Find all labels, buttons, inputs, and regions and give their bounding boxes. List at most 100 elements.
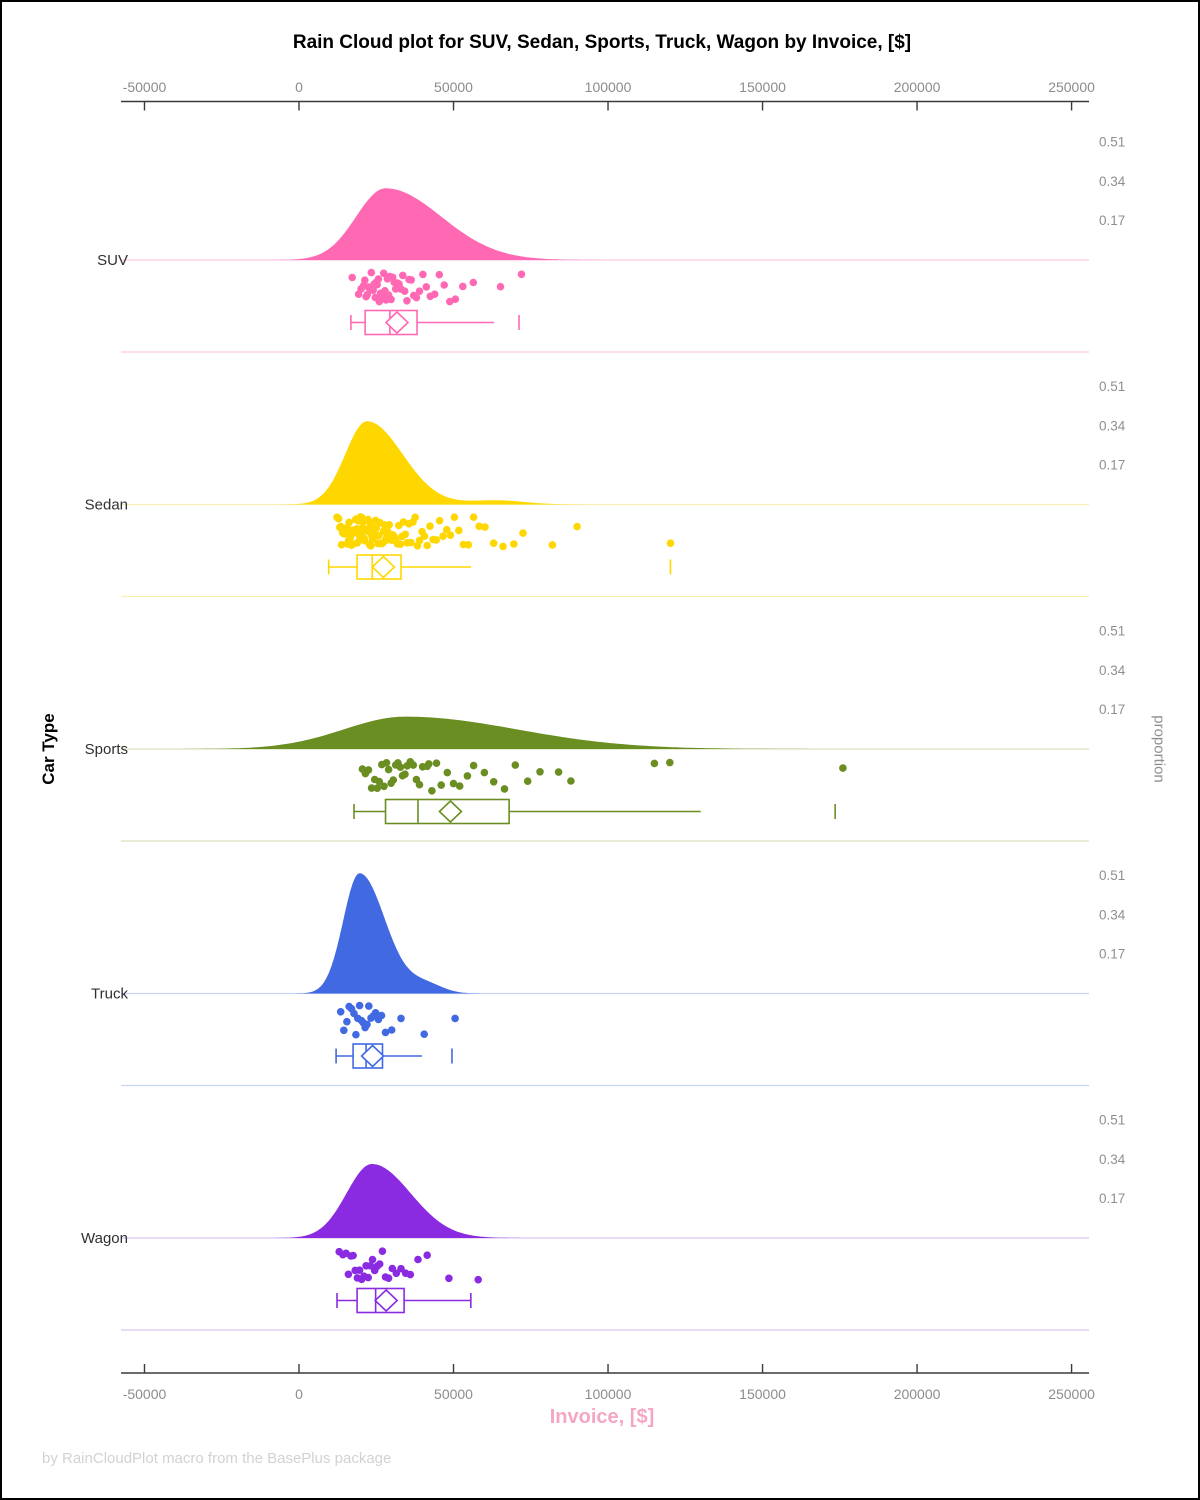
rain-point — [407, 276, 416, 284]
proportion-label-truck: 0.34 — [1099, 907, 1126, 922]
rain-point — [475, 522, 484, 531]
rain-point — [430, 290, 439, 299]
rain-point — [426, 522, 434, 530]
category-label-suv: SUV — [97, 252, 128, 269]
rain-point — [409, 761, 418, 769]
proportion-label-wagon: 0.17 — [1099, 1191, 1125, 1206]
rain-point — [439, 532, 447, 540]
rain-point — [407, 538, 415, 547]
rain-point — [419, 270, 427, 279]
rain-point — [459, 282, 467, 291]
rain-point — [378, 1247, 387, 1255]
rain-point — [361, 537, 369, 545]
rain-point — [400, 287, 409, 296]
rain-point — [367, 268, 376, 277]
y-axis-title-car-type: Car Type — [39, 713, 58, 785]
rain-point — [367, 784, 376, 792]
rain-point — [399, 271, 407, 280]
rain-point — [440, 281, 449, 289]
proportion-label-sedan: 0.17 — [1099, 458, 1125, 473]
rain-point — [573, 522, 581, 531]
box-sedan — [327, 554, 672, 580]
proportion-label-suv: 0.34 — [1099, 174, 1126, 189]
rain-point — [374, 275, 383, 283]
rain-point — [435, 270, 444, 279]
rain-point — [334, 514, 343, 523]
top-axis-tick-label: 150000 — [739, 79, 786, 95]
y-axis-title-proportion: proportion — [1150, 715, 1168, 783]
rain-point — [415, 287, 424, 296]
rain-point — [343, 1017, 351, 1026]
rain-point — [373, 784, 382, 792]
rain-point — [432, 536, 441, 544]
rain-point — [355, 1266, 364, 1274]
rain-point — [425, 760, 433, 768]
mean-diamond — [438, 799, 463, 824]
rain-sports — [358, 758, 847, 795]
rain-point — [469, 513, 478, 521]
rain-point — [464, 541, 473, 549]
rain-point — [469, 761, 478, 770]
rain-point — [839, 764, 847, 772]
category-label-truck: Truck — [91, 986, 128, 1003]
rain-point — [450, 513, 459, 521]
bottom-axis-tick-label: -50000 — [123, 1386, 167, 1402]
rain-point — [666, 539, 675, 547]
box-suv — [350, 309, 520, 336]
density-suv — [253, 188, 664, 260]
rain-point — [380, 782, 388, 791]
rain-point — [375, 777, 384, 786]
proportion-label-sports: 0.51 — [1099, 624, 1125, 639]
rain-point — [650, 759, 659, 768]
rain-point — [415, 780, 424, 789]
rain-point — [519, 529, 527, 537]
footnote-text: by RainCloudPlot macro from the BasePlus… — [42, 1450, 392, 1467]
rain-point — [396, 540, 405, 548]
rain-point — [363, 290, 372, 299]
rain-point — [397, 1014, 405, 1023]
density-wagon — [257, 1164, 566, 1238]
rain-wagon — [335, 1247, 483, 1284]
rain-point — [406, 1270, 415, 1279]
bottom-axis-tick-label: 100000 — [585, 1386, 632, 1402]
rain-point — [510, 540, 518, 548]
rain-point — [377, 1011, 386, 1020]
proportion-label-sports: 0.17 — [1099, 702, 1125, 717]
rain-point — [401, 530, 410, 539]
rain-point — [387, 295, 395, 304]
density-sedan — [269, 421, 608, 505]
top-axis-tick-label: 100000 — [585, 79, 632, 95]
rain-point — [455, 526, 463, 535]
rain-point — [387, 1026, 396, 1034]
proportion-label-sports: 0.34 — [1099, 663, 1126, 678]
rain-point — [451, 295, 460, 304]
rain-point — [371, 1009, 380, 1017]
bottom-axis-tick-label: 150000 — [739, 1386, 786, 1402]
proportion-label-suv: 0.17 — [1099, 213, 1125, 228]
top-axis-tick-label: -50000 — [123, 79, 167, 95]
rain-point — [352, 1030, 360, 1039]
mean-diamond — [371, 555, 396, 579]
top-axis-tick-label: 250000 — [1048, 79, 1095, 95]
rain-sedan — [333, 513, 675, 551]
bottom-axis-tick-label: 250000 — [1048, 1386, 1095, 1402]
rain-point — [420, 1030, 429, 1038]
rain-point — [489, 778, 498, 786]
panel-sports: 0.51 0.34 0.17 Sports — [85, 624, 1126, 842]
rain-point — [536, 768, 544, 776]
box-wagon — [336, 1287, 472, 1314]
proportion-label-sedan: 0.34 — [1099, 418, 1126, 433]
x-axis-title-invoice: Invoice, [$] — [549, 1406, 655, 1428]
rain-point — [428, 787, 436, 795]
rain-point — [401, 770, 409, 778]
top-axis-tick-label: 50000 — [434, 79, 473, 95]
rain-point — [382, 759, 391, 767]
mean-diamond — [384, 310, 410, 335]
proportion-label-truck: 0.17 — [1099, 947, 1125, 962]
rain-point — [348, 273, 357, 282]
rain-point — [423, 541, 432, 550]
rain-point — [420, 532, 429, 540]
density-sports — [127, 716, 962, 749]
rain-point — [349, 1251, 357, 1260]
